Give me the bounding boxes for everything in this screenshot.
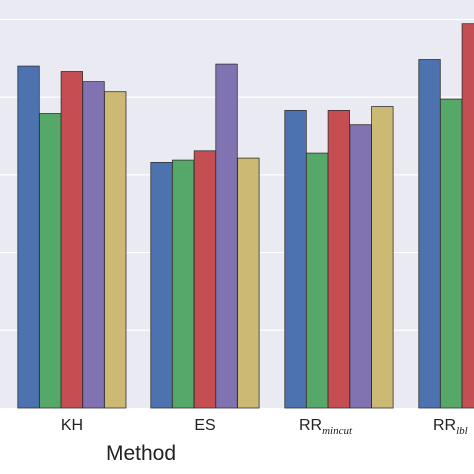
x-axis-title: Method	[106, 442, 176, 465]
bar	[193, 150, 217, 409]
x-tick-label: RRlbl	[433, 417, 468, 437]
bar	[237, 157, 260, 409]
bar	[461, 23, 474, 409]
bar	[104, 91, 127, 409]
bars	[17, 23, 474, 409]
bar	[349, 124, 372, 409]
bar	[39, 113, 62, 409]
bar	[418, 59, 441, 409]
bar	[60, 71, 83, 409]
bar	[171, 159, 195, 409]
bar	[284, 110, 307, 409]
bar	[82, 81, 105, 409]
bar	[215, 63, 238, 409]
bar	[327, 110, 351, 409]
x-tick-labels: KH ES RRmincut RRlbl	[61, 417, 468, 437]
x-tick-label: KH	[61, 417, 83, 434]
bar	[150, 161, 173, 409]
bar	[439, 98, 463, 409]
bar	[17, 65, 40, 409]
x-tick-label: ES	[194, 417, 215, 434]
bar	[305, 152, 329, 409]
x-tick-label: RRmincut	[299, 417, 353, 437]
bar	[371, 106, 394, 409]
